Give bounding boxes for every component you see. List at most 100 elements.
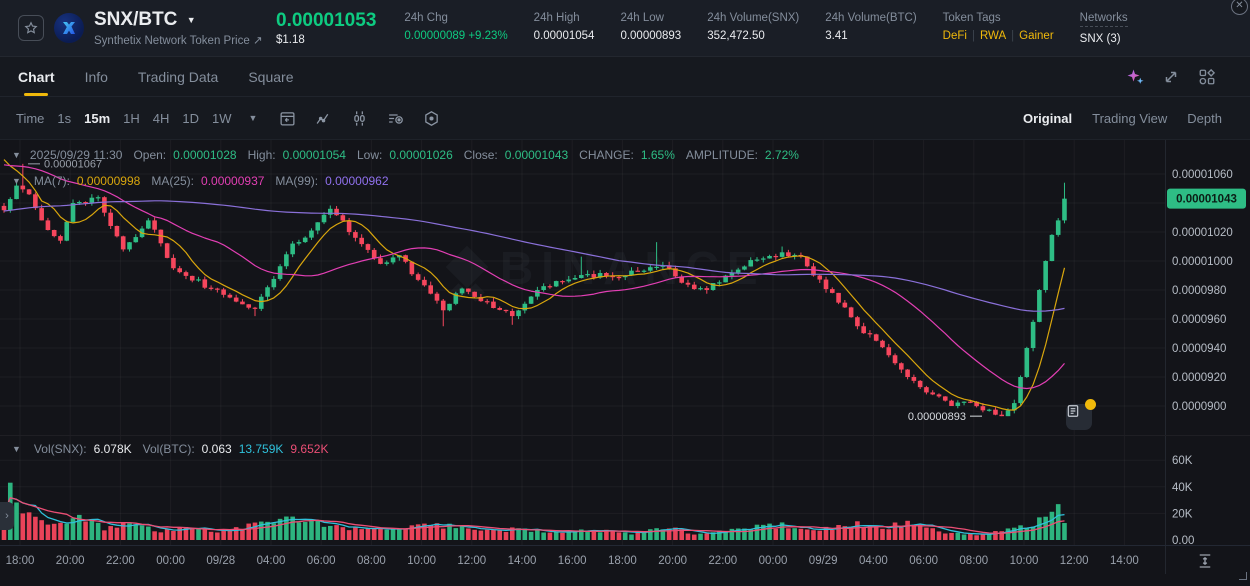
legend-value: 1.65%: [640, 148, 675, 162]
tab-chart[interactable]: Chart: [18, 57, 55, 96]
time-tick: 20:00: [658, 555, 687, 567]
time-tick: 18:00: [5, 555, 35, 567]
interval-15m[interactable]: 15m: [84, 110, 111, 126]
resize-handle[interactable]: [1239, 572, 1247, 580]
news-event-chip[interactable]: [1066, 399, 1096, 430]
last-price-block: 0.00001053 $1.18: [276, 10, 376, 46]
ai-sparkle-icon[interactable]: [1126, 68, 1144, 86]
svg-text:0.0000960: 0.0000960: [1172, 314, 1226, 326]
stat-label: 24h Chg: [404, 11, 448, 24]
legend-label: AMPLITUDE:: [685, 148, 758, 162]
time-tick: 10:00: [407, 555, 436, 567]
indicators-icon[interactable]: [387, 110, 404, 127]
interval-1h[interactable]: 1H: [123, 110, 140, 126]
axis-divider: [1165, 546, 1166, 574]
time-tick: 18:00: [608, 555, 637, 567]
news-icon: [1067, 405, 1079, 417]
stats-row: 24h Chg 0.00000089 +9.23% 24h High 0.000010…: [404, 11, 1128, 45]
collapse-chevron-icon[interactable]: ▼: [12, 150, 21, 160]
legend-value: 0.00000962: [325, 174, 389, 188]
pane-expand-toggle[interactable]: ›: [0, 502, 14, 530]
networks-label: Networks: [1079, 12, 1128, 27]
tab-info[interactable]: Info: [84, 68, 108, 85]
interval-time[interactable]: Time: [16, 110, 45, 126]
legend-value: 2.72%: [764, 148, 799, 162]
auto-fit-scale-icon[interactable]: [1196, 552, 1214, 570]
layout-grid-icon[interactable]: [1198, 68, 1216, 86]
interval-buttons: Time 1s 15m 1H 4H 1D 1W: [16, 111, 245, 126]
star-icon: [24, 21, 38, 34]
volume-chart[interactable]: 60K 40K 20K 0.00: [0, 436, 1250, 546]
svg-text:60K: 60K: [1172, 455, 1193, 467]
tab-square[interactable]: Square: [248, 68, 294, 85]
interval-4h[interactable]: 4H: [152, 110, 170, 126]
time-tick: 00:00: [156, 555, 185, 567]
token-price-link[interactable]: Synthetix Network Token Price ↗: [94, 33, 266, 47]
interval-1w[interactable]: 1W: [212, 110, 232, 126]
token-tag-link[interactable]: DeFi: [942, 29, 967, 42]
candle-timestamp: 2025/09/29 11:30: [29, 148, 123, 162]
volume-values: Vol(SNX): 6.078K Vol(BTC): 0.063 13.759K 9.65…: [30, 442, 329, 456]
close-panel-button[interactable]: ✕: [1231, 0, 1248, 15]
time-tick: 08:00: [357, 555, 386, 567]
svg-text:0.00001067: 0.00001067: [44, 158, 102, 170]
toolbar-icons: [279, 110, 440, 127]
tab-trading-data[interactable]: Trading Data: [137, 68, 219, 85]
view-trading-view[interactable]: Trading View: [1092, 110, 1168, 126]
legend-value: 0.00001028: [173, 148, 237, 162]
ohlc-legend: ▼ 2025/09/29 11:30 Open: 0.00001028 High: 0…: [12, 148, 799, 162]
stat-label: Token Tags: [942, 11, 1001, 24]
legend-value: 0.00001054: [282, 148, 346, 162]
volume-legend: ▼ Vol(SNX): 6.078K Vol(BTC): 0.063 13.759K 9.…: [12, 442, 328, 456]
interval-1d[interactable]: 1D: [182, 110, 200, 126]
token-tag-link[interactable]: Gainer: [1019, 29, 1054, 42]
interval-more-caret[interactable]: ▼: [248, 113, 258, 123]
candle-settings-icon[interactable]: [351, 110, 368, 127]
pair-title-block: SNX/BTC ▼ Synthetix Network Token Price …: [94, 9, 266, 47]
last-price: 0.00001053: [276, 10, 377, 31]
legend-label: MA(25):: [151, 174, 195, 188]
legend-value: 13.759K: [238, 442, 284, 456]
time-tick: 14:00: [507, 555, 537, 567]
legend-label: Open:: [133, 148, 167, 162]
pair-name: SNX/BTC: [94, 9, 178, 30]
ma-legend: ▼ MA(7): 0.00000998 MA(25): 0.00000937 MA(99…: [12, 174, 389, 188]
time-tick: 12:00: [457, 555, 487, 567]
tabbar-icons: [1126, 68, 1232, 86]
legend-label: CHANGE:: [579, 148, 634, 162]
collapse-chevron-icon[interactable]: ▼: [12, 176, 21, 186]
legend-label: Close:: [463, 148, 498, 162]
stat-networks: Networks SNX (3): [1079, 12, 1128, 45]
svg-text:0.00: 0.00: [1172, 535, 1194, 546]
favorite-star-button[interactable]: [18, 15, 44, 41]
volume-pane[interactable]: 60K 40K 20K 0.00 ▼ Vol(SNX): 6.078K Vol(BTC):…: [0, 435, 1250, 546]
stat-24h-high: 24h High 0.00001054: [534, 12, 595, 45]
chart-style-icon[interactable]: [315, 110, 332, 127]
chart-settings-gear-icon[interactable]: [423, 110, 440, 127]
stat-24h-volume-btc-: 24h Volume(BTC) 3.41: [825, 12, 916, 45]
collapse-chevron-icon[interactable]: ▼: [12, 444, 21, 454]
legend-label: Vol(BTC):: [142, 442, 195, 456]
view-depth[interactable]: Depth: [1187, 110, 1222, 126]
time-tick: 06:00: [909, 555, 938, 567]
ohlc-values: Open: 0.00001028 High: 0.00001054 Low: 0.0000…: [129, 148, 798, 162]
interval-1s[interactable]: 1s: [57, 110, 72, 126]
time-tick: 09/28: [206, 555, 236, 567]
time-axis[interactable]: 18:00 20:00 22:00 00:00 09/28 04:00 06:00 08:00…: [0, 545, 1250, 586]
legend-label: Low:: [356, 148, 383, 162]
date-range-icon[interactable]: [279, 110, 296, 127]
candlestick-chart[interactable]: BINANCE 0.00001067 0.00000893 0.00001060 0.0…: [0, 140, 1250, 435]
token-tag-link[interactable]: RWA: [979, 29, 1007, 42]
legend-value: 9.652K: [290, 442, 329, 456]
time-tick: 09/29: [808, 555, 838, 567]
fullscreen-expand-icon[interactable]: [1162, 68, 1180, 86]
news-alert-dot: [1085, 399, 1096, 410]
stat-24h-volume-snx-: 24h Volume(SNX) 352,472.50: [707, 12, 799, 45]
pair-selector[interactable]: SNX/BTC ▼: [94, 9, 266, 31]
view-original[interactable]: Original: [1023, 110, 1073, 126]
price-chart-pane[interactable]: BINANCE 0.00001067 0.00000893 0.00001060 0.0…: [0, 140, 1250, 435]
networks-value[interactable]: SNX (3): [1079, 32, 1121, 45]
stat-value: 352,472.50: [707, 29, 765, 42]
view-mode-switch: Original Trading View Depth: [1023, 111, 1234, 126]
